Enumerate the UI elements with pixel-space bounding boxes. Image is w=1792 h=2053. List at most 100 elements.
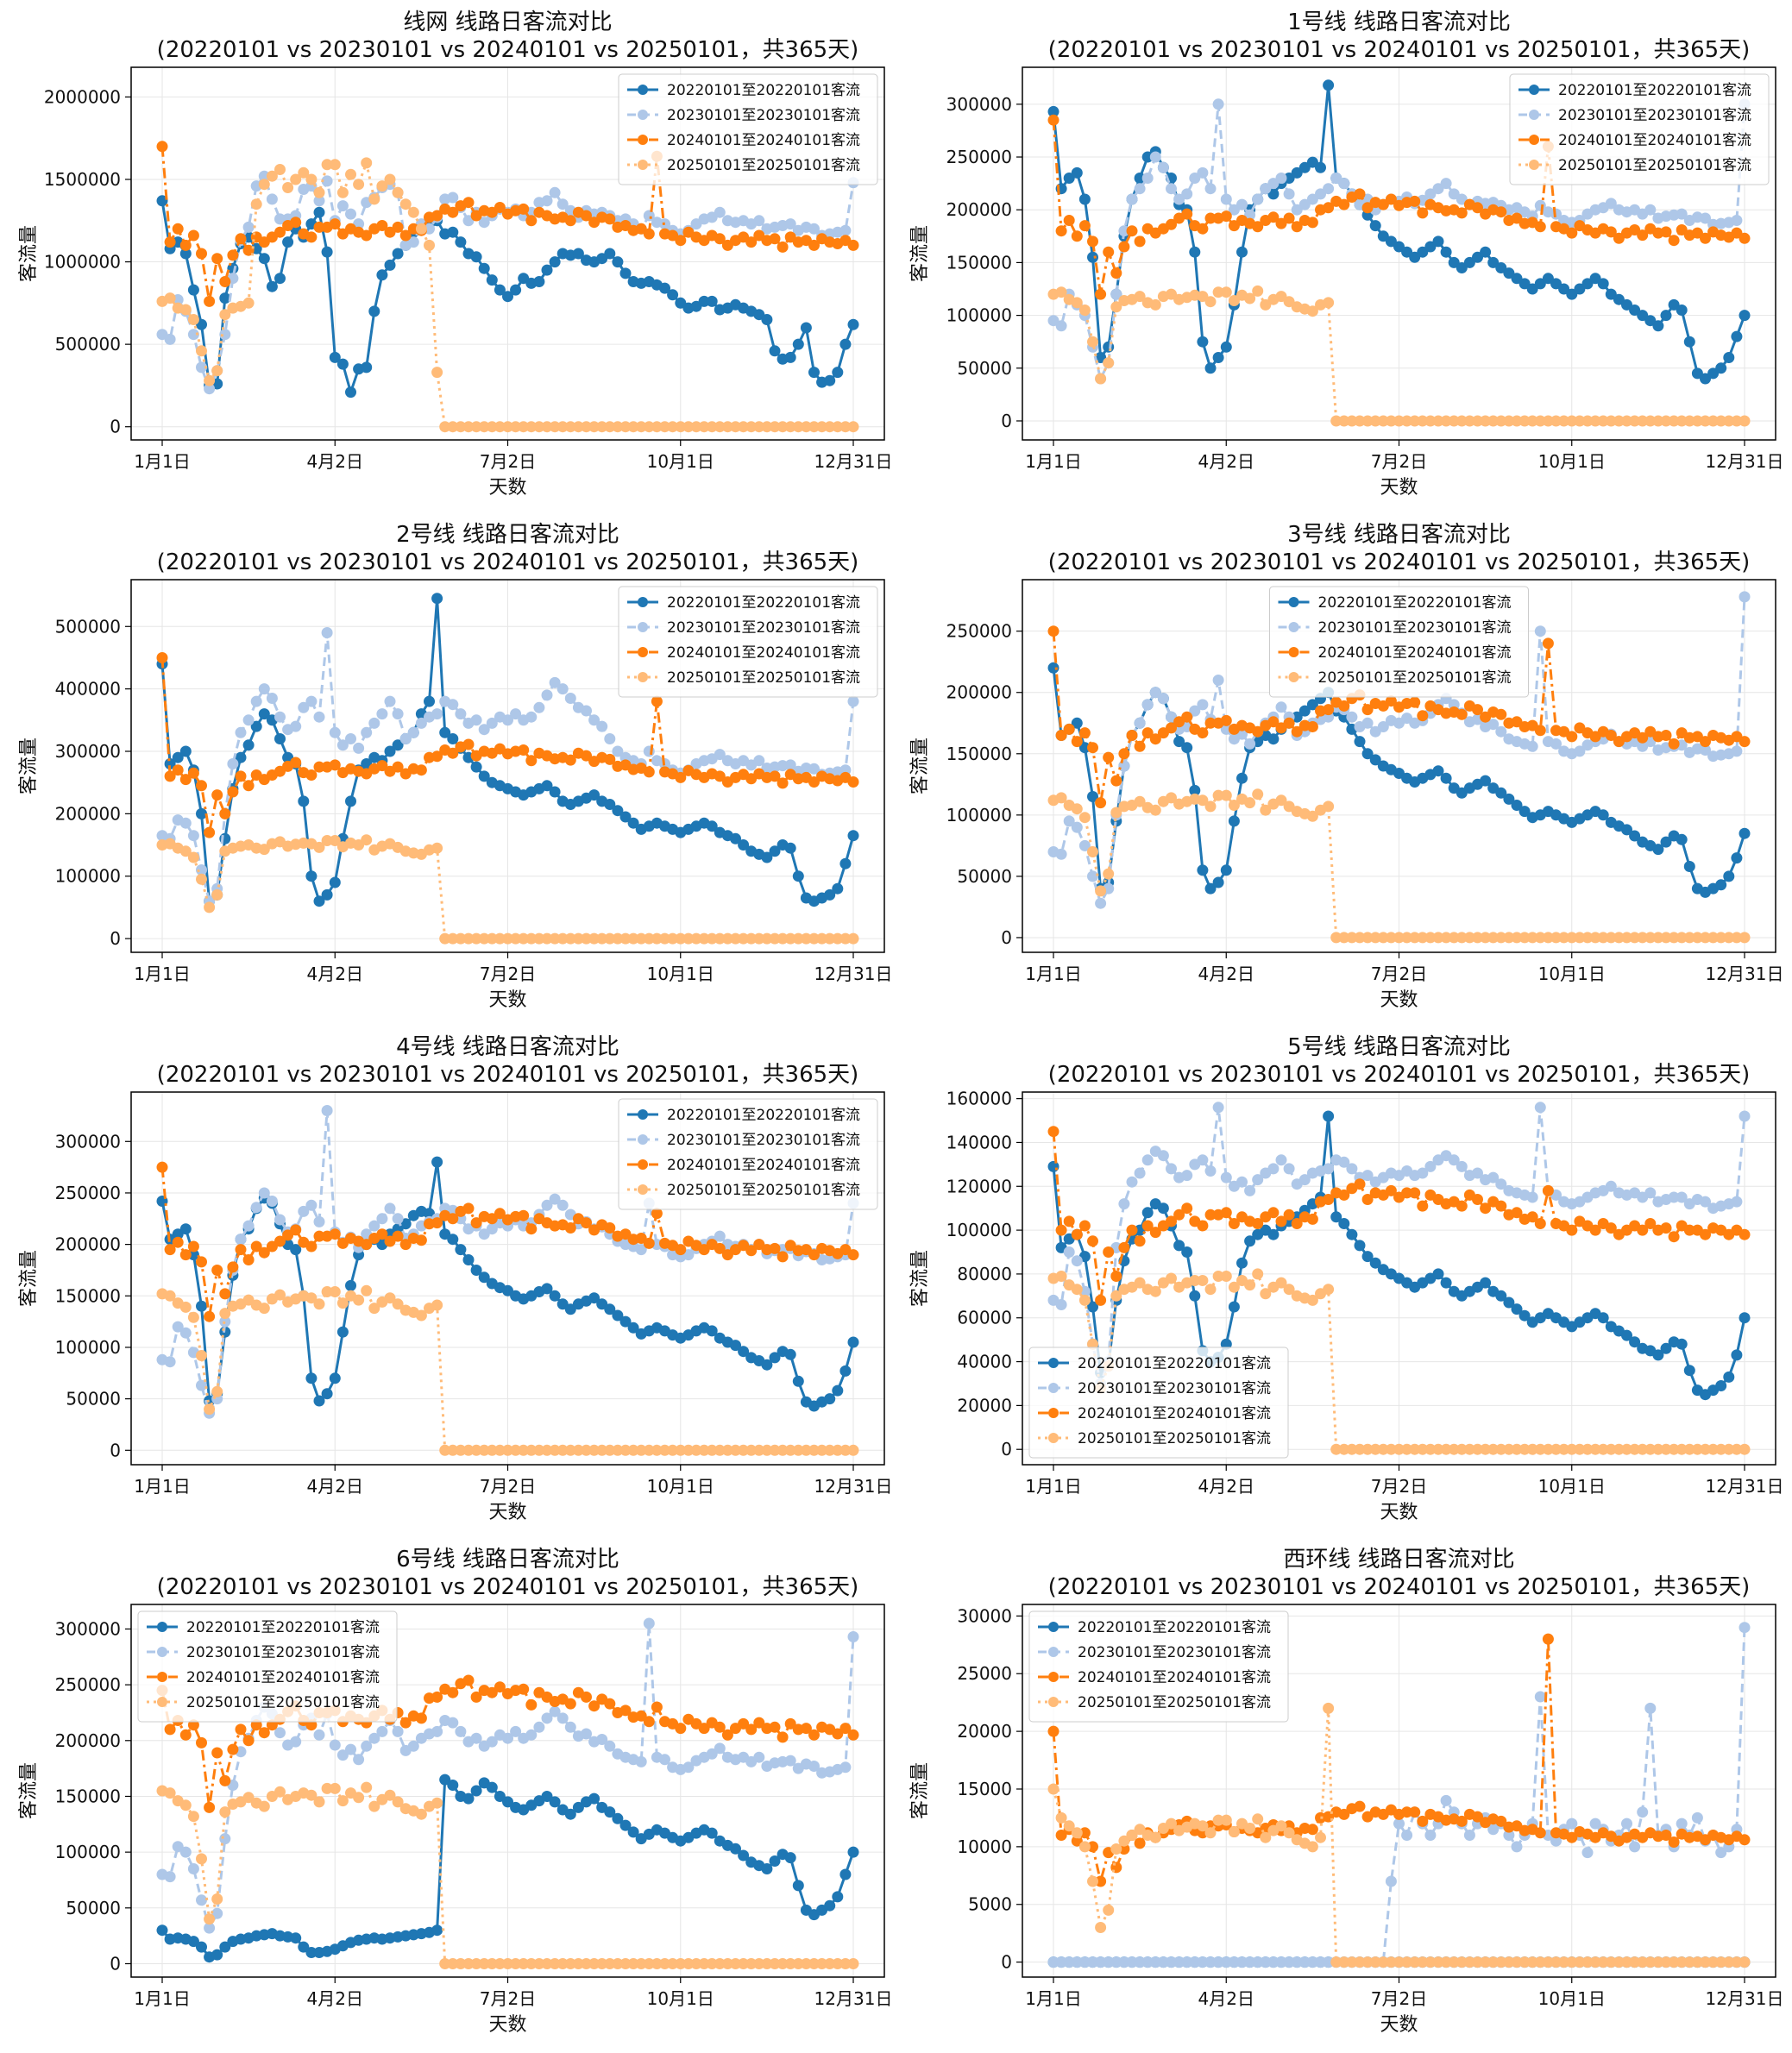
data-point <box>211 1385 223 1397</box>
x-tick-label: 1月1日 <box>1025 1476 1081 1497</box>
data-point <box>1518 932 1531 944</box>
y-tick-label: 100000 <box>946 305 1012 326</box>
data-point <box>619 1958 632 1969</box>
data-point <box>581 932 592 945</box>
data-point <box>1707 932 1720 944</box>
data-point <box>1731 1443 1743 1455</box>
data-point <box>1668 1231 1680 1243</box>
data-point <box>1448 1956 1460 1968</box>
data-point <box>1393 241 1405 253</box>
data-point <box>1668 1443 1680 1455</box>
data-point <box>675 235 687 247</box>
legend-marker <box>638 135 648 145</box>
data-point <box>1660 1830 1672 1841</box>
data-point <box>1338 1156 1350 1168</box>
data-point <box>1323 79 1335 91</box>
data-point <box>298 1205 310 1217</box>
data-point <box>1683 932 1695 944</box>
data-point <box>1047 1126 1059 1138</box>
data-point <box>313 1215 325 1227</box>
data-point <box>1613 1956 1625 1968</box>
data-point <box>824 374 836 386</box>
data-point <box>1691 1811 1703 1824</box>
legend-marker <box>1529 85 1539 95</box>
data-point <box>604 1444 616 1456</box>
data-point <box>619 1444 632 1456</box>
data-point <box>1244 738 1256 750</box>
data-point <box>470 1732 482 1744</box>
data-point <box>518 1958 530 1969</box>
data-point <box>1456 708 1468 720</box>
data-point <box>1472 1443 1483 1455</box>
data-point <box>564 932 576 945</box>
data-point <box>1166 288 1177 300</box>
data-point <box>494 421 506 433</box>
data-point <box>470 1217 482 1229</box>
legend-marker <box>638 160 648 170</box>
data-point <box>1197 794 1209 807</box>
data-point <box>769 345 781 357</box>
data-point <box>290 1932 302 1944</box>
data-point <box>1078 1827 1091 1839</box>
data-point <box>1644 1702 1657 1714</box>
data-point <box>627 932 639 945</box>
chart-subtitle: (20220101 vs 20230101 vs 20240101 vs 202… <box>1048 37 1751 63</box>
data-point <box>1095 1956 1107 1968</box>
data-point <box>832 1891 844 1903</box>
data-point <box>187 284 199 296</box>
data-point <box>1637 229 1649 242</box>
data-point <box>196 807 207 819</box>
data-point <box>1637 731 1649 744</box>
data-point <box>1723 1371 1735 1383</box>
data-point <box>847 776 859 788</box>
data-point <box>525 711 538 723</box>
data-point <box>564 1698 576 1710</box>
data-point <box>1166 1956 1177 1968</box>
data-point <box>1613 1443 1625 1455</box>
data-point <box>800 322 812 334</box>
data-point <box>824 932 836 945</box>
data-point <box>581 1728 592 1740</box>
data-point <box>478 1444 490 1456</box>
legend-marker <box>638 647 648 657</box>
data-point <box>172 223 184 235</box>
x-axis-label: 天数 <box>1380 989 1418 1011</box>
data-point <box>1409 1443 1421 1455</box>
data-point <box>1141 1220 1154 1232</box>
data-point <box>1503 415 1515 427</box>
data-point <box>1558 415 1570 427</box>
data-point <box>510 421 522 433</box>
data-point <box>204 1913 216 1925</box>
legend-marker <box>1288 647 1299 657</box>
y-tick-label: 0 <box>110 928 121 949</box>
data-point <box>187 1811 199 1823</box>
data-point <box>1731 932 1743 944</box>
data-point <box>415 1712 427 1724</box>
legend-marker <box>1048 1622 1059 1632</box>
data-point <box>321 1388 333 1400</box>
y-tick-label: 0 <box>110 417 121 437</box>
data-point <box>1715 1847 1727 1859</box>
data-point <box>761 1359 773 1371</box>
legend-entry: 20250101至20250101客流 <box>186 1694 380 1711</box>
x-tick-label: 7月2日 <box>1371 451 1427 472</box>
data-point <box>211 253 223 265</box>
data-point <box>502 714 513 726</box>
data-point <box>1518 1309 1531 1322</box>
data-point <box>847 1336 859 1348</box>
data-point <box>478 217 490 229</box>
data-point <box>431 1797 443 1809</box>
data-point <box>800 932 812 945</box>
data-point <box>1157 1956 1169 1968</box>
data-point <box>738 421 750 433</box>
x-tick-label: 12月31日 <box>1706 1476 1784 1497</box>
data-point <box>447 1234 459 1246</box>
data-point <box>1715 932 1727 944</box>
series-3 <box>156 141 859 307</box>
chart-title: 6号线 线路日客流对比 <box>396 1547 619 1573</box>
data-point <box>564 1444 576 1456</box>
legend: 20220101至20220101客流20230101至20230101客流20… <box>1509 73 1770 185</box>
chart-title: 1号线 线路日客流对比 <box>1287 9 1511 35</box>
data-point <box>179 774 192 786</box>
